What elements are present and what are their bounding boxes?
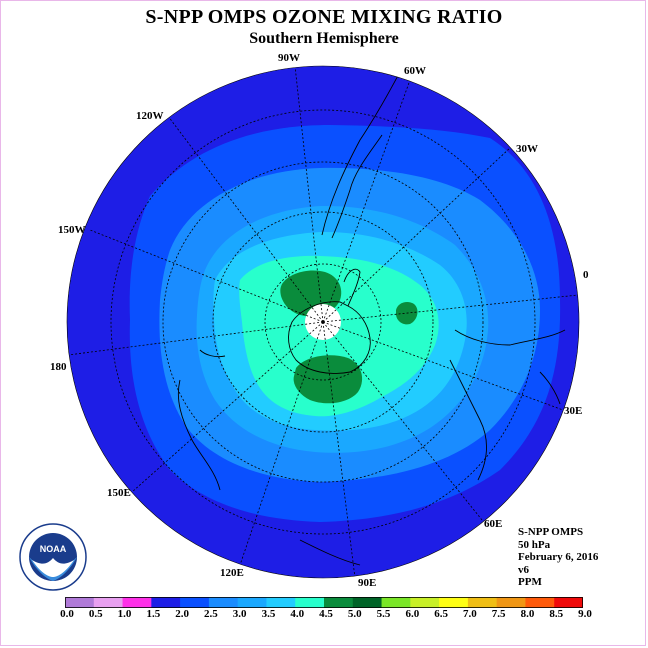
- lon-label-90e: 90E: [358, 577, 376, 589]
- colorbar-tick-label: 6.5: [434, 608, 448, 620]
- map-title: S-NPP OMPS OZONE MIXING RATIO: [145, 6, 503, 28]
- colorbar: [65, 597, 583, 608]
- colorbar-tick-label: 0.5: [88, 608, 103, 620]
- colorbar-segment: [65, 597, 95, 608]
- colorbar-tick-label: 8.5: [549, 608, 564, 620]
- colorbar-tick-label: 1.0: [117, 608, 132, 620]
- lon-label-60e: 60E: [484, 518, 502, 530]
- colorbar-segment: [439, 597, 469, 608]
- lon-label-30e: 30E: [564, 405, 582, 417]
- lon-label-150e: 150E: [107, 487, 131, 499]
- colorbar-tick-label: 7.0: [463, 608, 477, 620]
- info-instrument: S-NPP OMPS: [518, 526, 584, 538]
- colorbar-tick-label: 1.5: [146, 608, 161, 620]
- colorbar-border: [65, 597, 583, 608]
- colorbar-tick-label: 5.0: [347, 608, 362, 620]
- lon-label-150w: 150W: [58, 224, 86, 236]
- graticule: [67, 66, 579, 578]
- colorbar-tick-label: 9.0: [578, 608, 592, 620]
- colorbar-tick-label: 5.5: [376, 608, 391, 620]
- south-pole-marker: [321, 320, 325, 324]
- colorbar-segment: [151, 597, 181, 608]
- colorbar-segment: [237, 597, 267, 608]
- colorbar-segment: [180, 597, 210, 608]
- colorbar-segment: [352, 597, 383, 608]
- info-block: S-NPP OMPS 50 hPa February 6, 2016 v6 PP…: [518, 526, 598, 589]
- colorbar-segment: [554, 597, 583, 608]
- lon-label-120w: 120W: [136, 110, 164, 122]
- colorbar-tick-label: 2.0: [175, 608, 189, 620]
- colorbar-segment: [93, 597, 124, 608]
- colorbar-segment: [122, 597, 152, 608]
- logo-text: NOAA: [40, 544, 67, 554]
- colorbar-tick-label: 8.0: [520, 608, 535, 620]
- colorbar-tick-label: 4.0: [290, 608, 305, 620]
- ozone-contours: [67, 66, 579, 578]
- colorbar-segment: [525, 597, 555, 608]
- info-level: 50 hPa: [518, 538, 551, 551]
- colorbar-segment: [266, 597, 296, 608]
- lon-label-0: 0: [583, 269, 589, 281]
- colorbar-tick-label: 4.5: [319, 608, 333, 620]
- noaa-logo: NOAA: [19, 523, 87, 591]
- map-subtitle: Southern Hemisphere: [249, 30, 399, 47]
- colorbar-tick-label: 0.0: [60, 608, 74, 620]
- info-version: v6: [518, 563, 529, 576]
- colorbar-segment: [324, 597, 354, 608]
- colorbar-segment: [467, 597, 498, 608]
- longitude-labels: 90W 60W 30W 0 30E 60E 90E 120E 150E 180 …: [50, 52, 589, 589]
- colorbar-segment: [295, 597, 325, 608]
- colorbar-segment: [381, 597, 411, 608]
- lon-label-120e: 120E: [220, 567, 244, 579]
- lon-label-30w: 30W: [516, 143, 538, 155]
- info-date: February 6, 2016: [518, 551, 599, 563]
- colorbar-tick-label: 3.5: [261, 608, 276, 620]
- colorbar-segment: [496, 597, 526, 608]
- coastlines: [177, 71, 566, 566]
- lon-label-90w: 90W: [278, 52, 300, 64]
- lon-label-180: 180: [50, 361, 67, 373]
- colorbar-tick-label: 2.5: [204, 608, 218, 620]
- lon-label-60w: 60W: [404, 65, 426, 77]
- colorbar-segment: [410, 597, 440, 608]
- colorbar-tick-label: 3.0: [232, 608, 247, 620]
- map-border: [66, 65, 580, 579]
- contour-level-5.0-south: [293, 355, 363, 404]
- colorbar-tick-label: 7.5: [491, 608, 506, 620]
- colorbar-tick-label: 6.0: [405, 608, 420, 620]
- colorbar-segment: [208, 597, 239, 608]
- info-units: PPM: [518, 576, 542, 588]
